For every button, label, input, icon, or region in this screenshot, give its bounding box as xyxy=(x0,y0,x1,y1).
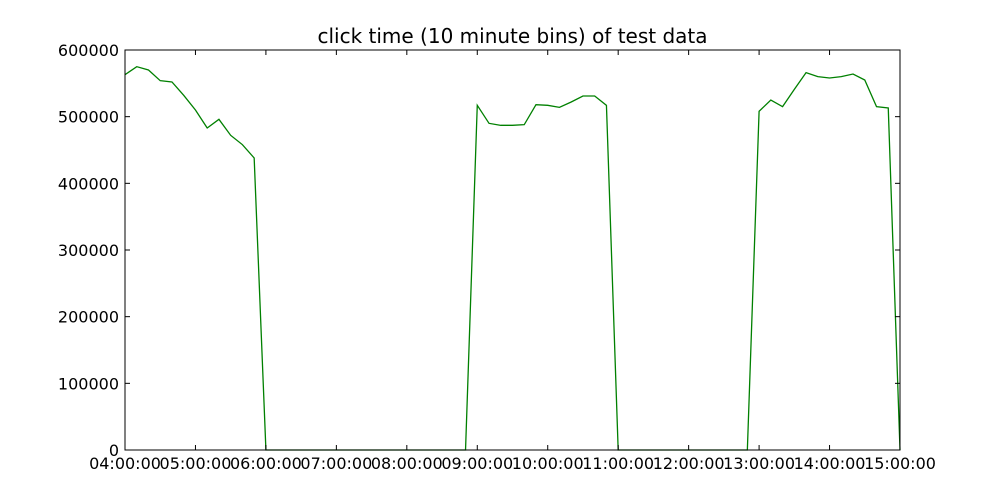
y-tick-label: 200000 xyxy=(58,308,119,327)
series-line xyxy=(124,65,901,451)
x-axis: 04:00:0005:00:0006:00:0007:00:0008:00:00… xyxy=(89,50,936,473)
plot-area xyxy=(124,49,901,451)
x-tick-label: 06:00:00 xyxy=(230,454,302,473)
x-tick-label: 14:00:00 xyxy=(794,454,866,473)
x-tick-label: 10:00:00 xyxy=(512,454,584,473)
y-tick-label: 500000 xyxy=(58,108,119,127)
x-tick-label: 13:00:00 xyxy=(723,454,795,473)
y-tick-label: 100000 xyxy=(58,374,119,393)
x-tick-label: 09:00:00 xyxy=(441,454,513,473)
plot-frame xyxy=(124,49,901,451)
y-tick-label: 600000 xyxy=(58,41,119,60)
x-tick-label: 04:00:00 xyxy=(89,454,161,473)
y-axis: 0 100000 200000 300000 400000 500000 600000 xyxy=(58,41,900,460)
x-tick-label: 05:00:00 xyxy=(160,454,232,473)
x-tick-label: 11:00:00 xyxy=(582,454,654,473)
x-tick-label: 08:00:00 xyxy=(371,454,443,473)
y-tick-label: 0 xyxy=(109,441,119,460)
chart-title: click time (10 minute bins) of test data xyxy=(317,24,707,48)
y-tick-label: 400000 xyxy=(58,174,119,193)
x-tick-label: 07:00:00 xyxy=(300,454,372,473)
x-tick-label: 12:00:00 xyxy=(653,454,725,473)
x-tick-label: 15:00:00 xyxy=(864,454,936,473)
y-tick-label: 300000 xyxy=(58,241,119,260)
